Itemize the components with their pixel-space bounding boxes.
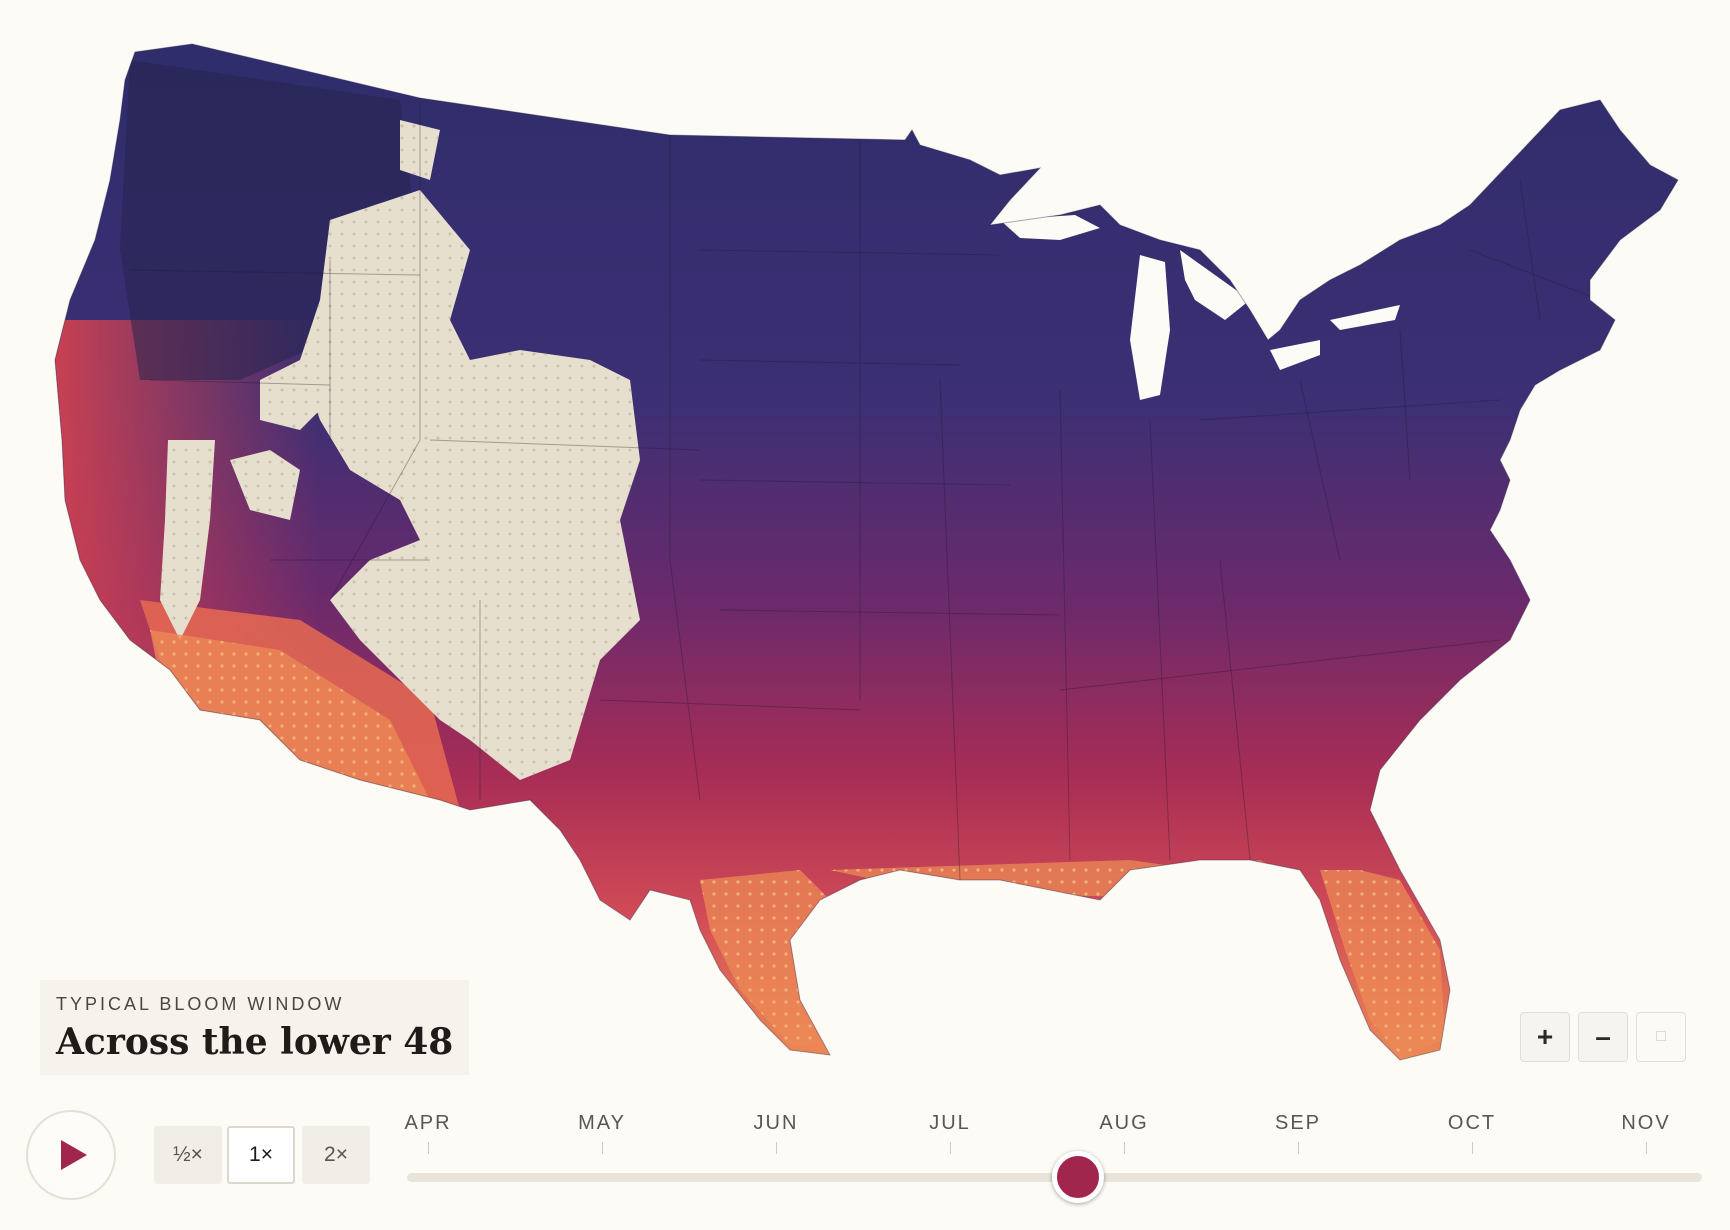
timeline-month-nov: NOV [1621, 1112, 1671, 1134]
timeline-month-jul: JUL [929, 1112, 971, 1134]
caption-headline: Across the lower 48 [56, 1021, 454, 1063]
caption-kicker: TYPICAL BLOOM WINDOW [56, 994, 345, 1014]
lake [1130, 255, 1170, 400]
timeline-month-jun: JUN [753, 1112, 799, 1134]
bloom-map[interactable] [0, 0, 1730, 1090]
lake [1330, 305, 1400, 330]
timeline-slider-handle[interactable] [1051, 1151, 1104, 1203]
timeline-month-apr: APR [404, 1112, 452, 1134]
us-land [55, 44, 1678, 1060]
play-icon [61, 1140, 87, 1170]
timeline-tick [950, 1142, 951, 1154]
zoom-reset-button[interactable]: □ [1636, 1012, 1686, 1062]
timeline-tick [1298, 1142, 1299, 1154]
speed-half-button[interactable]: ½× [154, 1126, 222, 1184]
timeline-tick [1124, 1142, 1125, 1154]
speed-2x-button[interactable]: 2× [302, 1126, 370, 1184]
timeline-tick [776, 1142, 777, 1154]
timeline-month-aug: AUG [1099, 1112, 1149, 1134]
lake [1000, 215, 1100, 240]
timeline-tick [1472, 1142, 1473, 1154]
lake [1180, 250, 1250, 320]
map-caption: TYPICAL BLOOM WINDOW Across the lower 48 [40, 980, 470, 1075]
timeline-tick [428, 1142, 429, 1154]
speed-1x-button[interactable]: 1× [227, 1126, 295, 1184]
zoom-in-button[interactable]: + [1520, 1012, 1570, 1062]
zoom-out-button[interactable]: – [1578, 1012, 1628, 1062]
timeline-month-sep: SEP [1274, 1112, 1322, 1134]
lake [1270, 340, 1320, 370]
timeline-month-may: MAY [578, 1112, 626, 1134]
timeline-month-oct: OCT [1447, 1112, 1497, 1134]
play-button[interactable] [26, 1110, 116, 1200]
timeline-tick [602, 1142, 603, 1154]
timeline-tick [1646, 1142, 1647, 1154]
